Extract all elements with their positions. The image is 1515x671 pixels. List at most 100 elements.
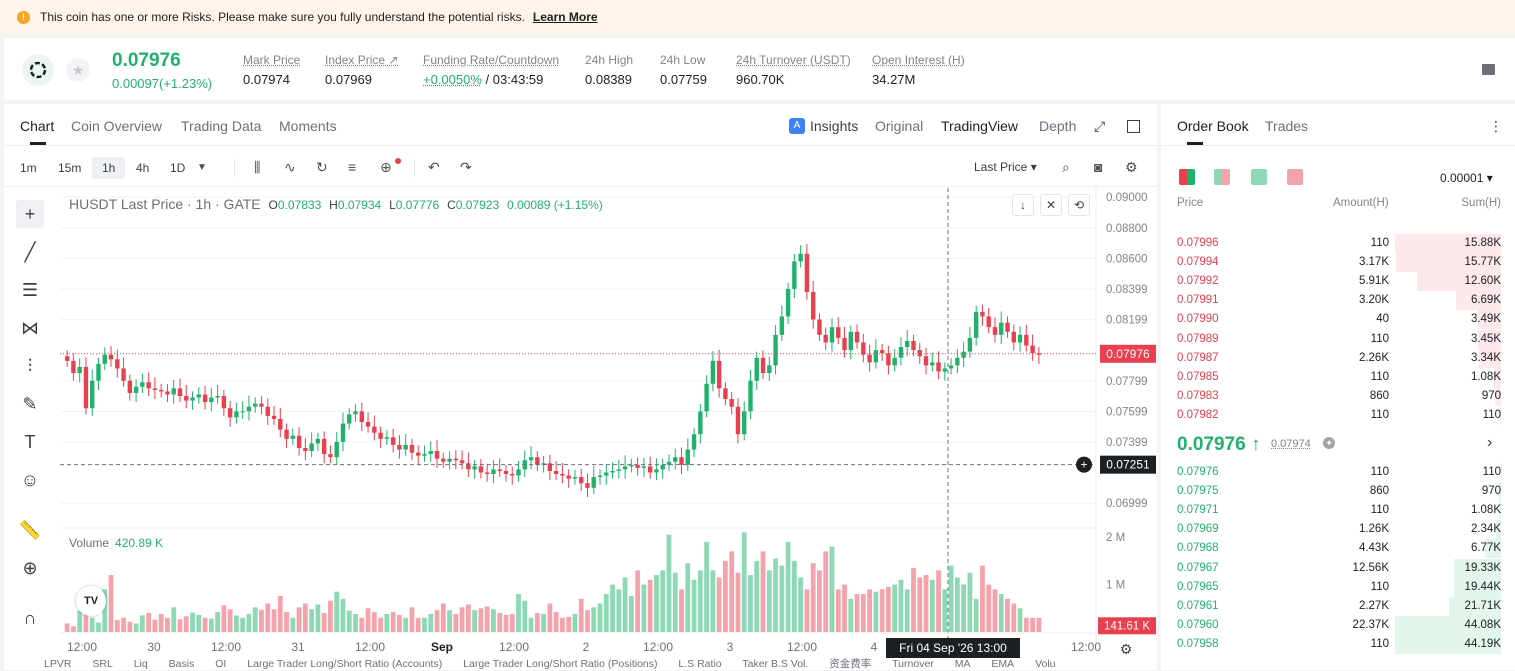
view-both-alt-icon[interactable] xyxy=(1214,169,1230,185)
indicator-volume[interactable]: Volu xyxy=(1035,658,1055,670)
indicator-funding-rate[interactable]: 资金费率 xyxy=(829,658,871,670)
precision-select[interactable]: 0.00001 ▾ xyxy=(1440,171,1493,185)
timeframe-1d[interactable]: 1D xyxy=(164,157,191,179)
stat-24h-turnover[interactable]: 24h Turnover (USDT)960.70K xyxy=(736,53,851,87)
tab-depth[interactable]: Depth xyxy=(1039,118,1076,134)
view-asks-icon[interactable] xyxy=(1287,169,1303,185)
search-icon[interactable]: ⌕ xyxy=(1062,159,1070,176)
redo-icon[interactable]: ↷ xyxy=(460,159,472,176)
tab-chart[interactable]: Chart xyxy=(20,118,54,134)
timeframe-dropdown-icon[interactable]: ▼ xyxy=(197,162,207,173)
add-alert-icon[interactable]: ⊕ xyxy=(380,159,392,176)
collapse-icon[interactable]: ✕ xyxy=(1040,194,1062,216)
indicator-srl[interactable]: SRL xyxy=(92,658,112,670)
indicator-oi[interactable]: OI xyxy=(215,658,226,670)
bid-price: 0.07971 xyxy=(1177,504,1219,516)
tab-tradingview[interactable]: TradingView xyxy=(941,118,1018,134)
indicators-icon[interactable]: ∿ xyxy=(284,159,296,176)
indicator-lpvr[interactable]: LPVR xyxy=(44,658,71,670)
indicator-turnover[interactable]: Turnover xyxy=(892,658,934,670)
fib-icon[interactable]: ⫶ xyxy=(16,352,44,380)
tab-moments[interactable]: Moments xyxy=(279,118,337,134)
stat-open-interest[interactable]: Open Interest (H)34.27M xyxy=(872,53,965,87)
tab-trades[interactable]: Trades xyxy=(1265,118,1308,134)
timeframe-4h[interactable]: 4h xyxy=(130,157,155,179)
tab-coin-overview[interactable]: Coin Overview xyxy=(71,118,162,134)
candle xyxy=(291,436,295,439)
orderbook-mark-price[interactable]: 0.07974 xyxy=(1271,438,1311,450)
indicator-basis[interactable]: Basis xyxy=(169,658,195,670)
indicator-liq[interactable]: Liq xyxy=(134,658,148,670)
indicator-ema[interactable]: EMA xyxy=(991,658,1014,670)
settings-gear-icon[interactable]: ⚙ xyxy=(1125,159,1138,176)
view-bids-icon[interactable] xyxy=(1251,169,1267,185)
candle xyxy=(961,352,965,358)
replay-icon[interactable]: ↻ xyxy=(316,159,328,176)
stat-index-price[interactable]: Index Price ↗0.07969 xyxy=(325,53,398,87)
indicator-taker-vol[interactable]: Taker B.S Vol. xyxy=(742,658,808,670)
templates-icon[interactable]: ≡ xyxy=(348,159,356,175)
view-both-icon[interactable] xyxy=(1179,169,1195,185)
info-icon[interactable]: ✦ xyxy=(1323,437,1335,449)
timeframe-15m[interactable]: 15m xyxy=(52,157,87,179)
magnet-icon[interactable]: ∩ xyxy=(16,604,44,632)
stat-funding-rate[interactable]: Funding Rate/Countdown+0.0050% / 03:43:5… xyxy=(423,53,559,87)
candle-type-icon[interactable]: ⫼ xyxy=(254,159,260,176)
reset-view-icon[interactable]: ⟲ xyxy=(1068,194,1090,216)
tab-original[interactable]: Original xyxy=(875,118,923,134)
indicator-ma[interactable]: MA xyxy=(955,658,971,670)
tab-order-book[interactable]: Order Book xyxy=(1177,118,1249,134)
horizontal-lines-icon[interactable]: ☰ xyxy=(16,276,44,304)
pattern-icon[interactable]: ⋈ xyxy=(16,314,44,342)
text-tool-icon[interactable]: T xyxy=(16,428,44,456)
trend-line-icon[interactable]: ╱ xyxy=(16,238,44,266)
book-icon[interactable] xyxy=(1482,64,1495,75)
zoom-in-icon[interactable]: ⊕ xyxy=(16,554,44,582)
indicator-ls-accounts[interactable]: Large Trader Long/Short Ratio (Accounts) xyxy=(247,658,442,670)
price-chart[interactable]: 0.07976+0.072510.090000.088000.086000.08… xyxy=(60,188,1157,660)
fullscreen-icon[interactable] xyxy=(1127,120,1140,133)
tab-insights[interactable]: Insights xyxy=(810,118,858,134)
indicator-ls-ratio[interactable]: L.S Ratio xyxy=(678,658,721,670)
price-type-select[interactable]: Last Price ▾ xyxy=(974,160,1037,174)
volume-bar xyxy=(911,568,916,632)
more-menu-icon[interactable]: ⋮ xyxy=(1489,118,1503,135)
ruler-icon[interactable]: 📏 xyxy=(16,516,44,544)
tab-trading-data[interactable]: Trading Data xyxy=(181,118,261,134)
brush-icon[interactable]: ✎ xyxy=(16,390,44,418)
expand-icon[interactable]: ⤢ xyxy=(1094,118,1105,135)
favorite-star-icon[interactable]: ★ xyxy=(66,58,90,82)
learn-more-link[interactable]: Learn More xyxy=(533,10,598,24)
scroll-down-icon[interactable]: ↓ xyxy=(1012,194,1034,216)
undo-icon[interactable]: ↶ xyxy=(428,159,440,176)
timeframe-1m[interactable]: 1m xyxy=(14,157,43,179)
camera-icon[interactable]: ◙ xyxy=(1094,159,1102,175)
indicator-ls-positions[interactable]: Large Trader Long/Short Ratio (Positions… xyxy=(463,658,657,670)
timeframe-1h[interactable]: 1h xyxy=(92,157,125,179)
emoji-icon[interactable]: ☺ xyxy=(16,466,44,494)
chevron-right-icon[interactable]: › xyxy=(1487,434,1492,452)
crosshair-icon[interactable]: + xyxy=(16,200,44,228)
bid-sum: 970 xyxy=(1482,485,1501,497)
